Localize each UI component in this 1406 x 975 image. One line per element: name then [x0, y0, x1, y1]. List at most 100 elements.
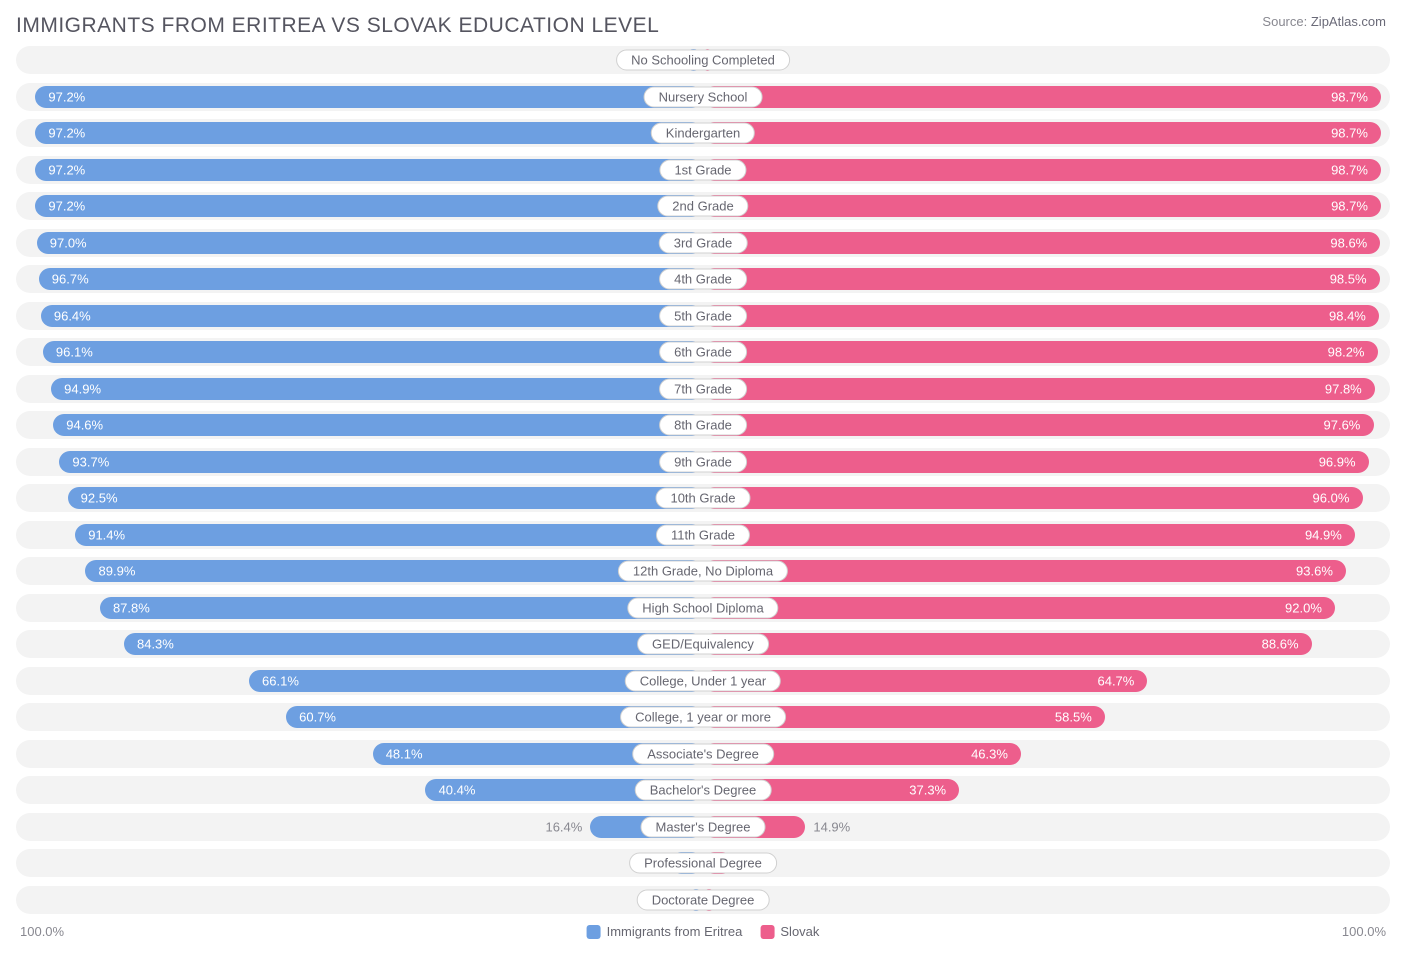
chart-row: 93.7%96.9%9th Grade: [16, 448, 1390, 476]
category-label: 6th Grade: [659, 342, 747, 363]
category-label: Doctorate Degree: [637, 889, 770, 910]
chart-row: 97.2%98.7%Kindergarten: [16, 119, 1390, 147]
value-left: 93.7%: [72, 454, 109, 469]
value-left: 94.6%: [66, 418, 103, 433]
axis-label-right: 100.0%: [1342, 924, 1386, 939]
chart-row: 96.4%98.4%5th Grade: [16, 302, 1390, 330]
legend-swatch-right: [760, 925, 774, 939]
value-left: 40.4%: [439, 783, 476, 798]
bar-left: [39, 268, 703, 290]
source-label: Source:: [1262, 14, 1307, 29]
value-left: 87.8%: [113, 600, 150, 615]
category-label: College, Under 1 year: [625, 670, 781, 691]
chart-title: IMMIGRANTS FROM ERITREA VS SLOVAK EDUCAT…: [16, 14, 659, 38]
category-label: Master's Degree: [641, 816, 766, 837]
chart-row: 2.8%1.3%No Schooling Completed: [16, 46, 1390, 74]
chart-source: Source: ZipAtlas.com: [1262, 14, 1386, 29]
category-label: High School Diploma: [627, 597, 778, 618]
category-label: Kindergarten: [651, 123, 755, 144]
chart-row: 97.2% 98.7% Nursery School: [16, 83, 1390, 111]
bar-right: [703, 122, 1381, 144]
legend-swatch-left: [587, 925, 601, 939]
value-right: 92.0%: [1285, 600, 1322, 615]
value-left: 89.9%: [99, 564, 136, 579]
chart-row: 84.3%88.6%GED/Equivalency: [16, 630, 1390, 658]
chart-row: 97.2% 98.7% 1st Grade: [16, 156, 1390, 184]
chart-row: 48.1%46.3%Associate's Degree: [16, 740, 1390, 768]
value-left: 91.4%: [88, 527, 125, 542]
bar-right: [703, 232, 1380, 254]
category-label: Associate's Degree: [632, 743, 774, 764]
value-right: 58.5%: [1055, 710, 1092, 725]
legend-item-left: Immigrants from Eritrea: [587, 924, 743, 939]
chart-row: 97.2%98.7%2nd Grade: [16, 192, 1390, 220]
chart-row: 91.4% 94.9% 11th Grade: [16, 521, 1390, 549]
bar-right: [703, 86, 1381, 108]
category-label: Professional Degree: [629, 853, 777, 874]
value-left: 92.5%: [81, 491, 118, 506]
legend-label-left: Immigrants from Eritrea: [607, 924, 743, 939]
value-left: 97.2%: [48, 89, 85, 104]
category-label: 11th Grade: [656, 524, 750, 545]
butterfly-chart: 2.8%1.3%No Schooling Completed 97.2% 98.7%…: [0, 46, 1406, 914]
chart-row: 66.1%64.7%College, Under 1 year: [16, 667, 1390, 695]
value-right: 98.5%: [1330, 272, 1367, 287]
chart-row: 96.7%98.5%4th Grade: [16, 265, 1390, 293]
chart-legend: Immigrants from Eritrea Slovak: [587, 924, 820, 939]
category-label: Bachelor's Degree: [635, 780, 772, 801]
chart-row: 40.4%37.3%Bachelor's Degree: [16, 776, 1390, 804]
bar-left: [59, 451, 703, 473]
chart-row: 94.6%97.6%8th Grade: [16, 411, 1390, 439]
value-right: 98.2%: [1328, 345, 1365, 360]
value-left: 48.1%: [386, 746, 423, 761]
value-right: 98.7%: [1331, 89, 1368, 104]
value-right: 98.7%: [1331, 199, 1368, 214]
bar-right: [703, 560, 1346, 582]
value-right: 64.7%: [1097, 673, 1134, 688]
value-right: 98.4%: [1329, 308, 1366, 323]
bar-right: [703, 487, 1363, 509]
value-left: 84.3%: [137, 637, 174, 652]
bar-right: [703, 378, 1375, 400]
bar-left: [51, 378, 703, 400]
value-right: 93.6%: [1296, 564, 1333, 579]
value-right: 97.8%: [1325, 381, 1362, 396]
value-right: 98.6%: [1330, 235, 1367, 250]
bar-left: [35, 122, 703, 144]
category-label: 5th Grade: [659, 305, 747, 326]
category-label: 8th Grade: [659, 415, 747, 436]
bar-left: [35, 86, 703, 108]
bar-left: [53, 414, 703, 436]
bar-right: [703, 597, 1335, 619]
bar-left: [68, 487, 703, 509]
value-right: 96.9%: [1319, 454, 1356, 469]
category-label: 1st Grade: [659, 159, 746, 180]
chart-row: 4.8%4.3%Professional Degree: [16, 849, 1390, 877]
value-left: 94.9%: [64, 381, 101, 396]
bar-left: [100, 597, 703, 619]
category-label: No Schooling Completed: [616, 50, 790, 71]
bar-left: [124, 633, 703, 655]
bar-left: [85, 560, 703, 582]
bar-right: [703, 633, 1312, 655]
source-link[interactable]: ZipAtlas.com: [1311, 14, 1386, 29]
chart-row: 87.8% 92.0% High School Diploma: [16, 594, 1390, 622]
chart-header: IMMIGRANTS FROM ERITREA VS SLOVAK EDUCAT…: [0, 0, 1406, 46]
category-label: Nursery School: [644, 86, 763, 107]
category-label: GED/Equivalency: [637, 634, 769, 655]
category-label: 10th Grade: [655, 488, 750, 509]
value-left: 97.2%: [48, 162, 85, 177]
category-label: 12th Grade, No Diploma: [618, 561, 788, 582]
value-right: 94.9%: [1305, 527, 1342, 542]
value-left: 96.1%: [56, 345, 93, 360]
category-label: 2nd Grade: [657, 196, 748, 217]
bar-left: [35, 159, 703, 181]
value-right: 98.7%: [1331, 162, 1368, 177]
bar-left: [35, 195, 703, 217]
bar-right: [703, 268, 1380, 290]
chart-row: 16.4%14.9%Master's Degree: [16, 813, 1390, 841]
bar-right: [703, 341, 1378, 363]
value-right: 98.7%: [1331, 126, 1368, 141]
value-left: 60.7%: [299, 710, 336, 725]
bar-left: [37, 232, 703, 254]
